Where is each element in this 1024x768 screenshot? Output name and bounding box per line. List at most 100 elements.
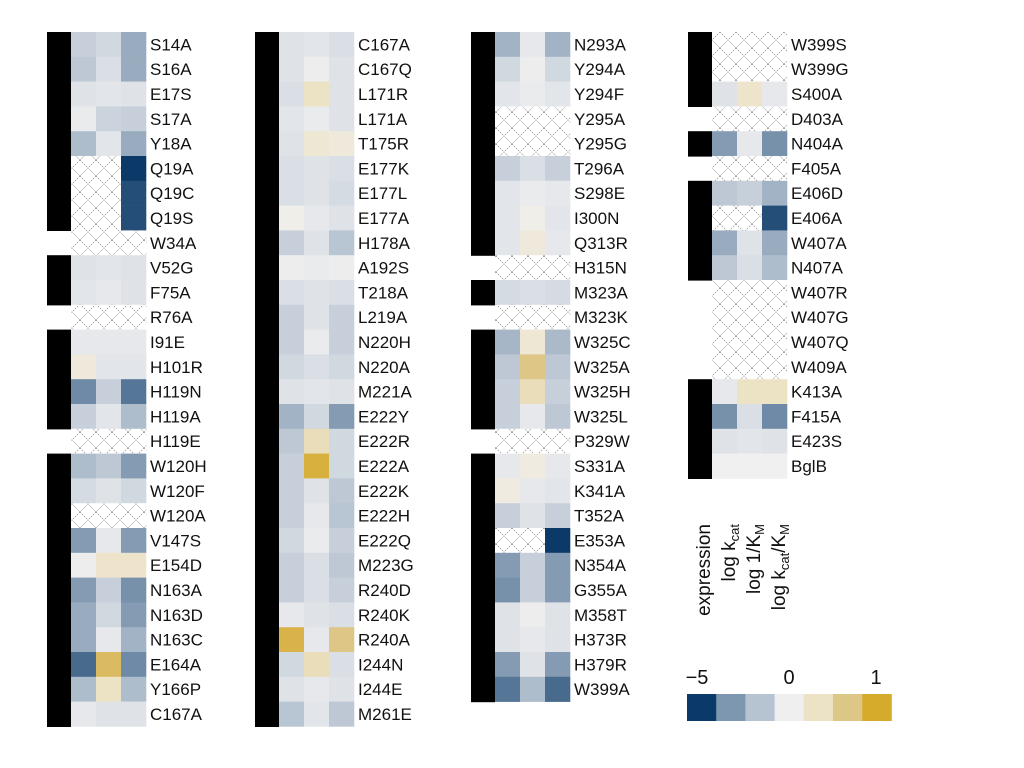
missing-cell [762, 156, 788, 182]
value-cell [96, 379, 122, 405]
value-cell [304, 627, 330, 653]
expression-bar [47, 503, 71, 529]
missing-cell [545, 106, 571, 132]
value-cell [495, 379, 521, 405]
value-cell [279, 404, 305, 430]
heatmap-row: E154D [47, 552, 202, 579]
value-cell [121, 329, 147, 355]
missing-cell [737, 354, 763, 380]
missing-cell [762, 32, 788, 58]
value-cell [520, 478, 546, 504]
missing-cell [737, 304, 763, 330]
expression-bar [255, 552, 279, 579]
value-cell [279, 280, 305, 306]
row-label: I244E [358, 680, 402, 699]
heatmap-block-4: W399S W399G S400A D403A N404A F405A E406D E406A… [688, 32, 849, 479]
value-cell [762, 81, 788, 107]
heatmap-row: Q19S [47, 205, 193, 231]
heatmap-row: V52G [47, 255, 193, 281]
value-cell [279, 701, 305, 727]
value-cell [71, 528, 97, 554]
value-cell [96, 577, 122, 603]
value-cell [329, 552, 355, 578]
value-cell [121, 676, 147, 702]
value-cell [712, 230, 738, 256]
value-cell [329, 304, 355, 330]
value-cell [495, 156, 521, 182]
row-label: E406D [791, 184, 843, 203]
value-cell [545, 205, 571, 231]
heatmap-row: Y294A [471, 56, 626, 83]
row-label: W325H [574, 383, 631, 402]
row-label: E222R [358, 432, 410, 451]
missing-cell [96, 230, 122, 256]
row-label: S400A [791, 85, 843, 104]
heatmap-row: N163A [47, 577, 203, 603]
missing-cell [96, 503, 122, 529]
value-cell [304, 701, 330, 727]
heatmap-row: E423S [688, 428, 842, 455]
value-cell [762, 180, 788, 206]
expression-bar [255, 106, 279, 132]
value-cell [71, 404, 97, 430]
expression-bar [255, 404, 279, 430]
row-label: W120A [150, 507, 206, 526]
heatmap-row: I300N [471, 205, 619, 231]
value-cell [495, 329, 521, 355]
row-label: E222Q [358, 531, 411, 550]
value-cell [71, 329, 97, 355]
expression-bar [471, 156, 495, 182]
expression-bar [471, 32, 495, 58]
value-cell [712, 453, 738, 479]
value-cell [279, 354, 305, 380]
value-cell [520, 552, 546, 578]
row-label: W325C [574, 333, 631, 352]
value-cell [495, 205, 521, 231]
value-cell [495, 602, 521, 628]
row-label: Y294F [574, 85, 624, 104]
heatmap-row: H315N [495, 255, 627, 281]
row-label: N220A [358, 358, 411, 377]
row-label: E222K [358, 482, 410, 501]
expression-bar [471, 478, 495, 504]
missing-cell [121, 503, 147, 529]
expression-bar [47, 404, 71, 430]
value-cell [762, 131, 788, 157]
expression-bar [47, 81, 71, 107]
value-cell [304, 652, 330, 678]
row-label: W325L [574, 407, 628, 426]
expression-bar [471, 577, 495, 603]
value-cell [762, 205, 788, 231]
missing-cell [762, 304, 788, 330]
heatmap-row: Q313R [471, 230, 628, 256]
heatmap-row: F405A [712, 156, 842, 182]
row-label: BglB [791, 457, 827, 476]
row-label: S17A [150, 110, 192, 129]
value-cell [545, 627, 571, 653]
value-cell [96, 602, 122, 628]
value-cell [304, 81, 330, 107]
expression-bar [688, 379, 712, 405]
value-cell [545, 404, 571, 430]
row-label: E222Y [358, 407, 409, 426]
value-cell [71, 81, 97, 107]
missing-cell [96, 180, 122, 206]
heatmap-row: R240K [255, 602, 411, 628]
heatmap-row: N293A [471, 32, 627, 58]
colorbar-swatch [803, 694, 834, 721]
value-cell [329, 56, 355, 82]
value-cell [71, 354, 97, 380]
heatmap-row: H101R [47, 354, 203, 380]
missing-cell [121, 304, 147, 330]
value-cell [279, 552, 305, 578]
expression-bar [688, 81, 712, 107]
value-cell [329, 354, 355, 380]
expression-bar [471, 503, 495, 529]
value-cell [96, 627, 122, 653]
value-cell [737, 404, 763, 430]
value-cell [737, 131, 763, 157]
value-cell [71, 652, 97, 678]
row-label: N220H [358, 333, 411, 352]
value-cell [329, 528, 355, 554]
